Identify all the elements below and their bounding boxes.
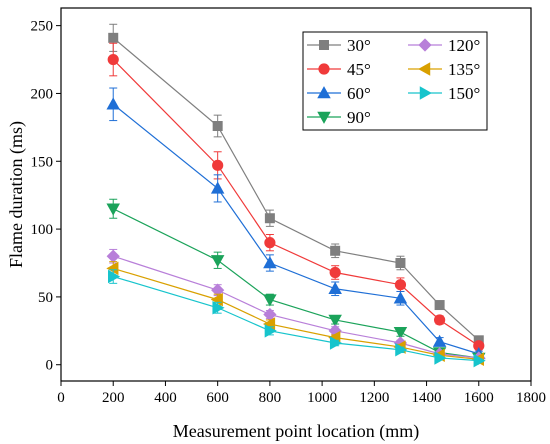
data-point <box>393 291 408 304</box>
data-point <box>395 343 408 357</box>
series-layer <box>106 23 486 368</box>
data-point <box>264 324 277 338</box>
legend-box <box>302 31 488 131</box>
data-point <box>210 181 225 194</box>
data-point <box>328 314 342 327</box>
y-tick-label: 0 <box>46 358 54 374</box>
x-tick-label: 1000 <box>307 390 337 406</box>
data-point <box>106 261 119 276</box>
legend-marker <box>418 38 432 52</box>
x-tick-label: 600 <box>206 390 229 406</box>
data-point <box>330 245 341 256</box>
legend-item-2: 60° <box>307 84 371 103</box>
legend-label: 135° <box>448 60 480 79</box>
y-tick-label: 50 <box>38 290 53 306</box>
y-tick-label: 200 <box>31 86 54 102</box>
x-tick-label: 1200 <box>359 390 389 406</box>
y-tick-label: 100 <box>31 222 54 238</box>
x-tick-label: 0 <box>57 390 65 406</box>
legend-label: 90° <box>347 108 371 127</box>
data-point <box>106 249 120 263</box>
series-line <box>113 267 479 360</box>
data-point <box>106 203 120 216</box>
y-tick-label: 150 <box>31 154 54 170</box>
legend-item-6: 150° <box>408 84 480 103</box>
series-1 <box>107 42 485 352</box>
legend-marker <box>318 63 330 75</box>
legend-marker <box>419 86 432 100</box>
series-2 <box>106 87 486 360</box>
series-3 <box>106 198 486 365</box>
data-point <box>394 279 407 291</box>
data-point <box>212 159 224 171</box>
legend-marker <box>317 111 331 124</box>
legend-label: 45° <box>347 60 371 79</box>
legend-label: 60° <box>347 84 371 103</box>
data-point <box>434 300 445 311</box>
data-point <box>329 266 341 279</box>
x-axis-title: Measurement point location (mm) <box>173 421 419 442</box>
legend-label: 120° <box>448 36 480 55</box>
data-point <box>328 281 342 294</box>
legend-item-0: 30° <box>307 36 371 55</box>
plot-frame <box>60 7 532 382</box>
legend-label: 30° <box>347 36 371 55</box>
x-tick-label: 1400 <box>412 390 442 406</box>
legend: 30° 45° 60° 90° 120° 135° 150° <box>302 31 488 131</box>
legend-item-1: 45° <box>307 60 371 79</box>
data-point <box>108 269 121 284</box>
x-tick-label: 400 <box>154 390 177 406</box>
data-point <box>393 326 408 340</box>
legend-marker <box>319 40 329 50</box>
legend-marker <box>317 86 331 99</box>
data-point <box>329 336 343 350</box>
data-point <box>264 237 276 249</box>
x-tick-label: 200 <box>102 390 125 406</box>
series-6 <box>108 269 486 368</box>
data-point <box>108 32 119 43</box>
legend-item-5: 135° <box>408 60 480 79</box>
series-0 <box>108 23 484 346</box>
x-tick-label: 800 <box>259 390 282 406</box>
x-tick-label: 1800 <box>516 390 546 406</box>
series-line <box>112 103 479 355</box>
data-point <box>212 301 225 315</box>
y-tick-label: 250 <box>31 19 54 35</box>
data-point <box>210 255 225 268</box>
series-line <box>113 275 479 362</box>
series-5 <box>106 261 484 367</box>
data-point <box>395 257 406 268</box>
x-tick-label: 1600 <box>464 390 494 406</box>
y-axis-title: Flame duration (ms) <box>6 121 27 268</box>
axes <box>60 7 532 382</box>
data-point <box>434 314 446 326</box>
data-point <box>107 53 119 66</box>
data-point <box>212 121 223 132</box>
data-point <box>263 256 277 269</box>
legend-marker <box>418 62 431 76</box>
ticks: 0 200 400 600 800 1000 1200 1400 1600 1800 0 50 100 1… <box>31 19 547 406</box>
data-point <box>264 213 275 224</box>
data-point <box>432 334 447 347</box>
legend-item-3: 90° <box>307 108 371 127</box>
series-line <box>113 255 479 359</box>
data-point <box>263 294 277 307</box>
legend-label: 150° <box>448 84 480 103</box>
legend-item-4: 120° <box>408 36 480 55</box>
data-point <box>434 351 447 365</box>
data-point <box>106 97 120 110</box>
data-point <box>473 353 486 368</box>
